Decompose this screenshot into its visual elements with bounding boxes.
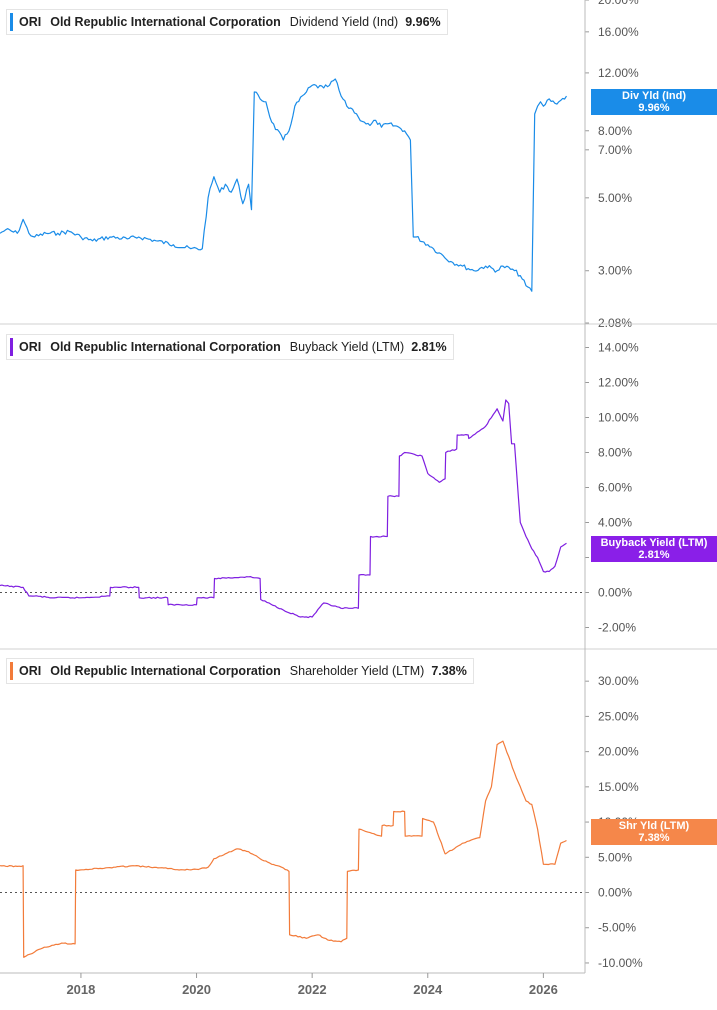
y-tick-label: 3.00% — [598, 264, 632, 278]
flag-value: 9.96% — [638, 102, 670, 114]
legend-company: Old Republic International Corporation — [50, 15, 281, 29]
y-tick-label: 15.00% — [598, 780, 639, 794]
flag-value: 7.38% — [638, 832, 670, 844]
y-tick-label: 0.00% — [598, 886, 632, 900]
y-tick-label: 7.00% — [598, 143, 632, 157]
series-line — [0, 399, 567, 619]
y-tick-label: -2.00% — [598, 621, 636, 635]
legend-shareholder-yield: ORI Old Republic International Corporati… — [6, 658, 474, 684]
y-tick-label: 14.00% — [598, 341, 639, 355]
y-tick-label: -10.00% — [598, 956, 643, 970]
flag-label: Shr Yld (LTM) — [618, 820, 690, 832]
flag-label: Buyback Yield (LTM) — [600, 537, 708, 549]
x-tick-label: 2024 — [413, 982, 443, 997]
legend-current-value: 2.81% — [411, 340, 447, 354]
legend-ticker: ORI — [19, 15, 42, 29]
legend-metric: Dividend Yield (Ind) — [289, 15, 399, 29]
x-tick-label: 2020 — [182, 982, 211, 997]
legend-company: Old Republic International Corporation — [50, 340, 281, 354]
y-tick-label: 12.00% — [598, 66, 639, 80]
series-line — [0, 78, 568, 292]
flag-value: 2.81% — [638, 549, 670, 561]
legend-metric: Shareholder Yield (LTM) — [289, 664, 425, 678]
y-tick-label: 0.00% — [598, 586, 632, 600]
x-tick-label: 2018 — [66, 982, 95, 997]
flag-label: Div Yld (Ind) — [622, 90, 686, 102]
y-tick-label: 30.00% — [598, 674, 639, 688]
y-tick-label: 6.00% — [598, 481, 632, 495]
y-tick-label: 8.00% — [598, 124, 632, 138]
y-tick-label: 5.00% — [598, 850, 632, 864]
y-tick-label: 20.00% — [598, 0, 639, 7]
y-tick-label: 4.00% — [598, 516, 632, 530]
x-tick-label: 2026 — [529, 982, 558, 997]
legend-metric: Buyback Yield (LTM) — [289, 340, 405, 354]
y-tick-label: 10.00% — [598, 411, 639, 425]
current-value-flag-buyback: Buyback Yield (LTM) 2.81% — [591, 536, 717, 562]
series-color-swatch — [10, 662, 13, 680]
legend-current-value: 9.96% — [405, 15, 441, 29]
y-tick-label: 2.08% — [598, 316, 632, 330]
y-tick-label: 16.00% — [598, 25, 639, 39]
x-tick-label: 2022 — [298, 982, 327, 997]
y-tick-label: 8.00% — [598, 446, 632, 460]
y-tick-label: -5.00% — [598, 921, 636, 935]
y-tick-label: 12.00% — [598, 376, 639, 390]
legend-ticker: ORI — [19, 664, 42, 678]
legend-buyback-yield: ORI Old Republic International Corporati… — [6, 334, 454, 360]
legend-current-value: 7.38% — [431, 664, 467, 678]
y-tick-label: 5.00% — [598, 191, 632, 205]
y-tick-label: 25.00% — [598, 709, 639, 723]
legend-ticker: ORI — [19, 340, 42, 354]
current-value-flag-dividend: Div Yld (Ind) 9.96% — [591, 89, 717, 115]
series-line — [0, 740, 567, 958]
current-value-flag-shareholder: Shr Yld (LTM) 7.38% — [591, 819, 717, 845]
y-tick-label: 20.00% — [598, 745, 639, 759]
legend-dividend-yield: ORI Old Republic International Corporati… — [6, 9, 448, 35]
legend-company: Old Republic International Corporation — [50, 664, 281, 678]
series-color-swatch — [10, 338, 13, 356]
series-color-swatch — [10, 13, 13, 31]
